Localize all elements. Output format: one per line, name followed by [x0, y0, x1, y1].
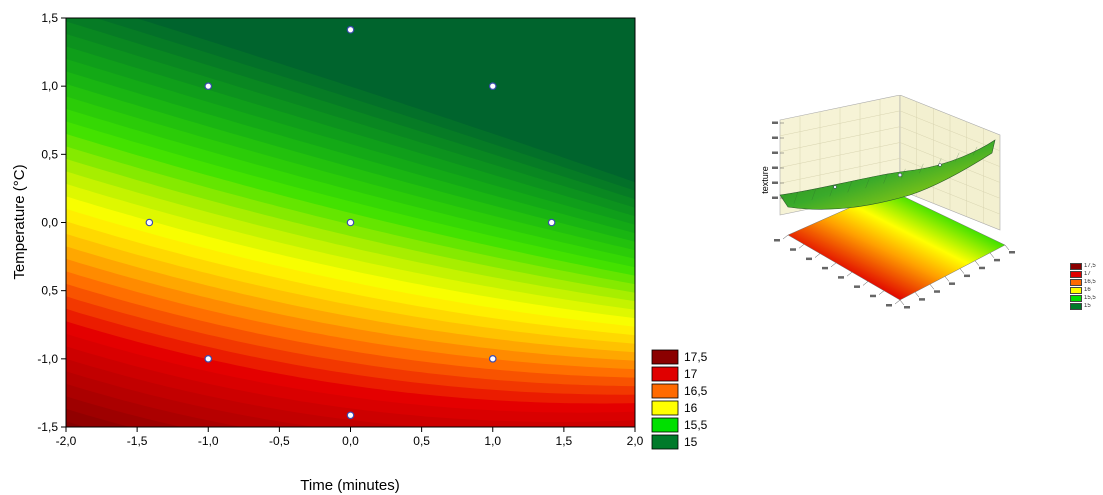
surface-legend-entry: 17,5: [1070, 262, 1103, 270]
legend-swatch: [651, 366, 679, 382]
x-tick-label: 2,0: [627, 434, 644, 448]
surface-legend-entry: 16,5: [1070, 278, 1103, 286]
surface-legend-swatch: [1070, 294, 1082, 302]
y-tick-label: -1,0: [37, 352, 58, 366]
legend-label: 15: [684, 435, 698, 449]
surface-legend-swatch: [1070, 302, 1082, 310]
z-axis-ticks: [772, 121, 784, 199]
legend-label: 16,5: [684, 384, 708, 398]
legend-swatch: [651, 383, 679, 399]
legend-swatch: [651, 434, 679, 450]
surface-legend: 17,5 17 16,5 16 15,5 15: [1070, 262, 1103, 310]
surface-legend-entry: 16: [1070, 286, 1103, 294]
surface-legend-label: 15: [1084, 303, 1091, 309]
x-tick-label: 1,0: [484, 434, 501, 448]
design-point: [346, 411, 355, 420]
surface-point: [897, 172, 903, 178]
x-tick-label: -1,0: [198, 434, 219, 448]
y-tick-label: 0,5: [41, 147, 58, 161]
legend-swatch: [651, 417, 679, 433]
y-tick-label: 1,5: [41, 11, 58, 25]
y-tick-label: -1,5: [37, 420, 58, 434]
surface-legend-label: 16,5: [1084, 279, 1096, 285]
x-axis-label: Time (minutes): [300, 477, 399, 494]
design-point: [547, 218, 556, 227]
design-point: [488, 355, 497, 363]
design-point: [204, 82, 213, 90]
surface-legend-swatch: [1070, 262, 1082, 270]
contour-legend: 17,5 17 16,5 16 15,5 15: [651, 349, 708, 450]
legend-label: 15,5: [684, 418, 708, 432]
surface-legend-label: 17: [1084, 271, 1091, 277]
x-tick-label: 0,5: [413, 434, 430, 448]
response-surface: [779, 139, 996, 210]
contour-chart: -2,0 -1,5 -1,0 -0,5 0,0 0,5 1,0 1,5 2,0 1,51,00,…: [11, 11, 708, 494]
design-point: [346, 25, 355, 34]
surface-legend-label: 17,5: [1084, 263, 1096, 269]
z-axis-label: texture: [760, 166, 770, 194]
x-tick-label: 0,0: [342, 434, 359, 448]
y-tick-label: 0,5: [41, 284, 58, 298]
y-axis-label: Temperature (°C): [11, 164, 28, 279]
surface-legend-entry: 15: [1070, 302, 1103, 310]
surface-legend-label: 16: [1084, 287, 1091, 293]
surface-legend-swatch: [1070, 270, 1082, 278]
legend-label: 17,5: [684, 350, 708, 364]
x-tick-label: -2,0: [56, 434, 77, 448]
surface-legend-swatch: [1070, 278, 1082, 286]
surface-point: [938, 163, 942, 167]
legend-label: 16: [684, 401, 698, 415]
x-tick-label: 1,5: [556, 434, 573, 448]
y-tick-label: 0,0: [41, 216, 58, 230]
design-point: [145, 218, 154, 227]
legend-swatch: [651, 400, 679, 416]
design-point: [488, 82, 497, 90]
x-tick-label: -0,5: [269, 434, 290, 448]
floor-axis-ticks: [774, 234, 1015, 309]
surface-point: [833, 185, 837, 189]
surface-legend-entry: 15,5: [1070, 294, 1103, 302]
legend-label: 17: [684, 367, 698, 381]
design-point: [346, 218, 355, 227]
legend-swatch: [651, 349, 679, 365]
surface-chart: texture: [760, 95, 1015, 309]
surface-legend-swatch: [1070, 286, 1082, 294]
surface-legend-entry: 17: [1070, 270, 1103, 278]
y-tick-label: 1,0: [41, 79, 58, 93]
design-point: [204, 355, 213, 363]
x-tick-label: -1,5: [127, 434, 148, 448]
surface-legend-label: 15,5: [1084, 295, 1096, 301]
